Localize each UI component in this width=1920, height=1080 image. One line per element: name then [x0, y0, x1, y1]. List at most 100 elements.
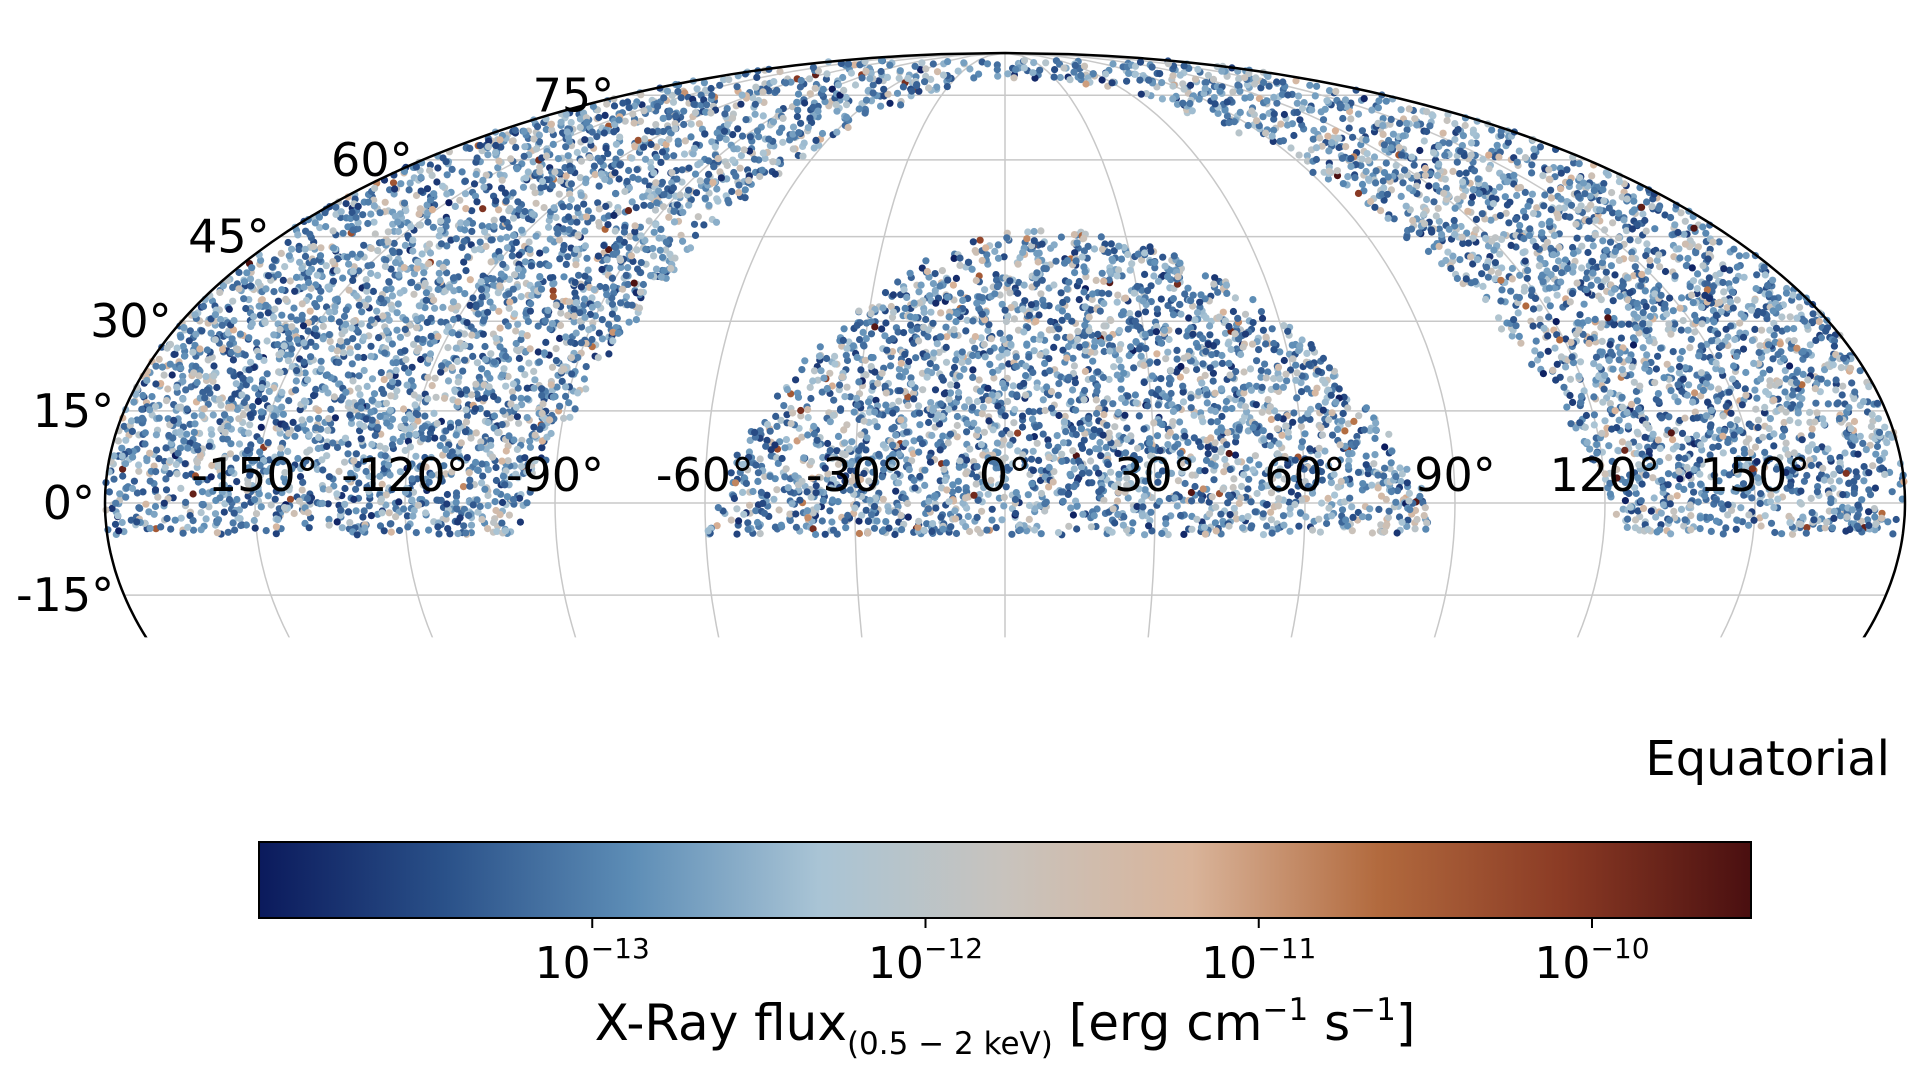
source-point: [789, 409, 797, 417]
source-point: [1218, 359, 1226, 367]
source-point: [288, 245, 296, 253]
source-point: [983, 251, 991, 259]
source-point: [1872, 450, 1880, 458]
source-point: [1344, 173, 1352, 181]
source-point: [360, 353, 368, 362]
source-point: [1850, 395, 1858, 403]
source-point: [830, 411, 838, 419]
source-point: [1512, 215, 1520, 223]
source-point: [1225, 522, 1233, 530]
source-point: [590, 162, 599, 170]
source-point: [1615, 178, 1623, 186]
source-point: [480, 183, 488, 191]
source-point: [205, 503, 213, 511]
source-point: [1240, 368, 1248, 376]
source-point: [1331, 127, 1339, 135]
source-point: [1752, 405, 1760, 413]
source-point: [976, 236, 984, 244]
source-point: [1661, 267, 1670, 276]
source-point: [810, 367, 819, 375]
source-point: [1598, 320, 1606, 328]
source-point: [919, 386, 927, 394]
source-point: [652, 221, 660, 229]
source-point: [362, 276, 370, 284]
source-point: [1560, 383, 1568, 391]
source-point: [889, 409, 897, 417]
source-point: [913, 325, 921, 333]
source-point: [479, 472, 487, 480]
source-point: [1385, 430, 1393, 438]
source-point: [229, 297, 237, 305]
source-point: [751, 110, 759, 118]
source-point: [251, 524, 259, 532]
source-point: [1033, 383, 1041, 392]
source-point: [343, 338, 351, 346]
source-point: [1817, 375, 1825, 383]
source-point: [789, 123, 798, 131]
source-point: [1074, 327, 1082, 335]
source-point: [452, 431, 460, 439]
source-point: [1234, 458, 1242, 466]
source-point: [1488, 126, 1496, 134]
source-point: [1235, 129, 1243, 137]
source-point: [1597, 283, 1605, 291]
source-point: [402, 356, 410, 364]
source-point: [996, 329, 1004, 337]
source-point: [1688, 291, 1696, 299]
source-point: [1319, 354, 1327, 362]
source-point: [317, 244, 325, 252]
source-point: [1345, 124, 1353, 132]
source-point: [562, 260, 570, 268]
source-point: [1010, 419, 1018, 427]
source-point: [1602, 268, 1610, 276]
source-point: [1070, 231, 1078, 239]
source-point: [633, 246, 641, 254]
source-point: [1505, 219, 1513, 227]
source-point: [1424, 247, 1433, 255]
source-point: [1794, 419, 1802, 427]
source-point: [595, 219, 603, 227]
source-point: [1739, 345, 1748, 353]
source-point: [823, 475, 831, 483]
source-point: [1072, 406, 1080, 414]
source-point: [1667, 387, 1675, 395]
source-point: [1733, 263, 1741, 271]
source-point: [1830, 470, 1838, 478]
source-point: [367, 210, 375, 218]
source-point: [1339, 180, 1347, 188]
source-point: [951, 507, 959, 515]
source-point: [964, 357, 972, 365]
source-point: [1610, 321, 1618, 329]
source-point: [1309, 168, 1317, 176]
source-point: [360, 507, 368, 515]
source-point: [1432, 182, 1440, 190]
source-point: [1262, 333, 1270, 341]
source-point: [114, 437, 122, 445]
source-point: [1881, 423, 1889, 431]
source-point: [986, 360, 994, 368]
source-point: [440, 394, 449, 402]
source-point: [1633, 397, 1641, 405]
source-point: [1226, 510, 1234, 519]
source-point: [430, 409, 438, 417]
source-point: [1626, 236, 1634, 244]
source-point: [1456, 170, 1464, 178]
source-point: [777, 416, 785, 424]
source-point: [1273, 425, 1281, 433]
source-point: [1573, 279, 1581, 287]
source-point: [554, 155, 563, 163]
source-point: [1138, 256, 1146, 264]
source-point: [1030, 227, 1038, 236]
source-point: [1720, 288, 1728, 296]
source-point: [608, 274, 617, 282]
source-point: [1053, 432, 1061, 440]
source-point: [367, 269, 375, 277]
source-point: [1793, 368, 1801, 376]
source-point: [421, 279, 429, 287]
source-point: [1288, 341, 1296, 349]
source-point: [373, 307, 381, 315]
source-point: [1179, 398, 1188, 406]
source-point: [240, 278, 249, 286]
source-point: [1371, 451, 1379, 459]
source-point: [1663, 310, 1671, 318]
